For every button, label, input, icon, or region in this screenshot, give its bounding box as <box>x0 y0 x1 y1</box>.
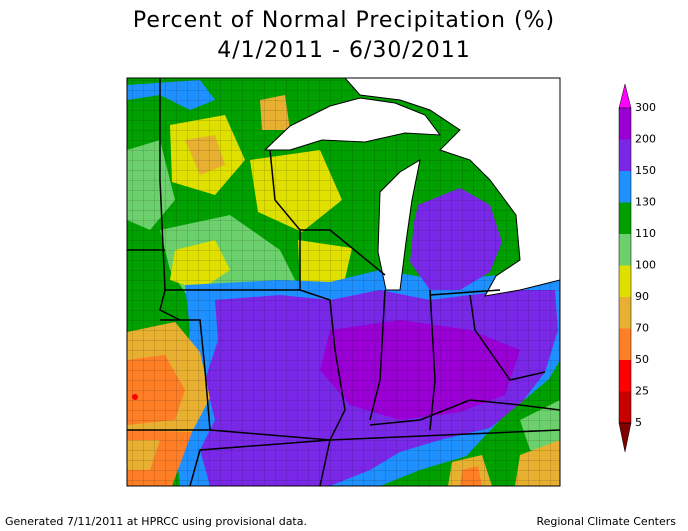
legend-swatch <box>619 108 631 140</box>
legend-label: 200 <box>635 133 656 146</box>
legend-swatch <box>619 265 631 297</box>
legend-label: 300 <box>635 101 656 114</box>
legend-label: 70 <box>635 322 649 335</box>
legend-label: 100 <box>635 259 656 272</box>
legend-label: 150 <box>635 164 656 177</box>
legend-swatch <box>619 391 631 423</box>
map-frame <box>126 77 561 487</box>
footer-right: Regional Climate Centers <box>536 515 676 528</box>
map-title: Percent of Normal Precipitation (%) <box>132 8 556 33</box>
legend-swatch <box>619 328 631 360</box>
legend-swatch <box>619 360 631 392</box>
legend-label: 5 <box>635 416 642 429</box>
legend-label: 130 <box>635 196 656 209</box>
legend-swatch <box>619 234 631 266</box>
legend-label: 50 <box>635 353 649 366</box>
legend-label: 25 <box>635 385 649 398</box>
map-subtitle: 4/1/2011 - 6/30/2011 <box>217 38 471 63</box>
legend-swatch <box>619 297 631 329</box>
legend-swatch <box>619 171 631 203</box>
legend: 300 200 150 130 110 100 90 70 50 25 5 <box>618 83 656 453</box>
legend-swatch <box>619 139 631 171</box>
legend-frame <box>618 107 632 424</box>
legend-label: 90 <box>635 290 649 303</box>
map-area <box>127 78 560 486</box>
legend-swatch <box>619 202 631 234</box>
legend-label: 110 <box>635 227 656 240</box>
legend-arrow-top <box>618 83 632 109</box>
legend-arrow-bottom <box>618 422 632 453</box>
footer-left: Generated 7/11/2011 at HPRCC using provi… <box>5 515 307 528</box>
